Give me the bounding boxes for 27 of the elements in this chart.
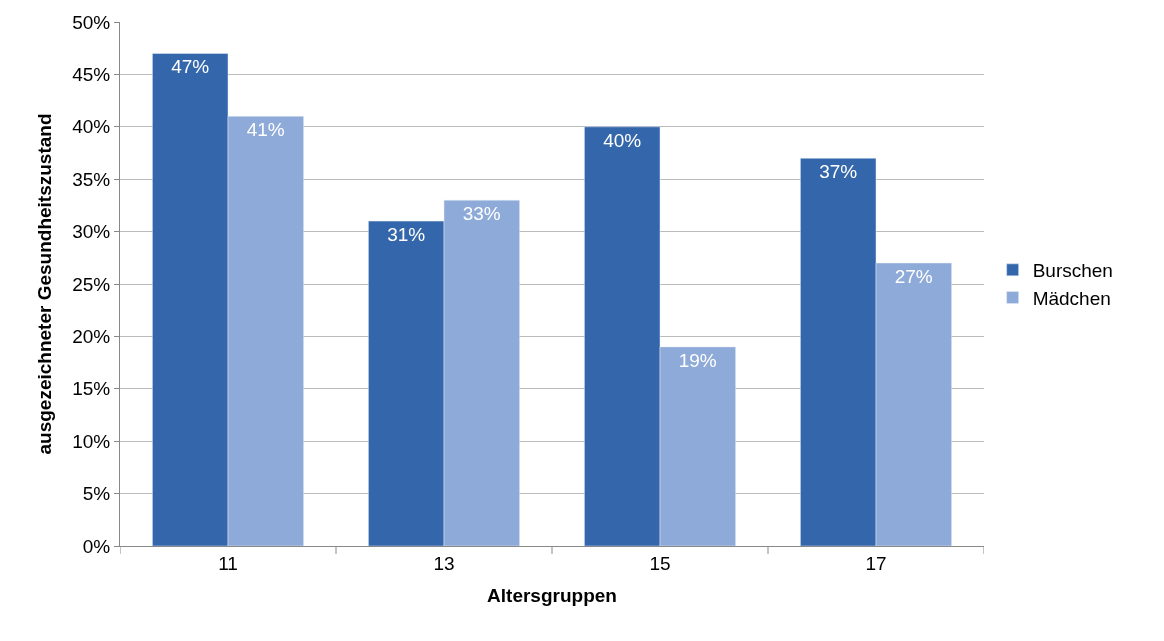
y-tick-label: 15% xyxy=(72,378,111,400)
data-label: 19% xyxy=(678,349,717,371)
data-label: 31% xyxy=(387,224,426,246)
y-tick-label: 20% xyxy=(72,326,111,348)
x-tick-label: 15 xyxy=(649,552,671,574)
y-tick-label: 45% xyxy=(72,64,111,86)
data-label: 47% xyxy=(171,56,210,78)
data-label: 37% xyxy=(819,161,858,183)
legend-label: Mädchen xyxy=(1032,287,1111,309)
legend-label: Burschen xyxy=(1032,260,1113,282)
x-axis-title: Altersgruppen xyxy=(487,584,617,606)
y-tick-label: 5% xyxy=(82,483,111,505)
y-tick-label: 50% xyxy=(72,11,111,33)
y-tick-label: 35% xyxy=(72,168,111,190)
x-tick-label: 17 xyxy=(865,552,887,574)
y-tick-label: 40% xyxy=(72,116,111,138)
data-label: 27% xyxy=(894,266,933,288)
x-tick-label: 11 xyxy=(218,552,238,574)
y-axis-title: ausgezeichneter Gesundheitszustand xyxy=(34,113,56,455)
x-tick-label: 13 xyxy=(433,552,455,574)
y-tick-label: 10% xyxy=(72,430,111,452)
y-tick-label: 0% xyxy=(82,535,111,557)
data-label: 40% xyxy=(603,129,642,151)
y-tick-label: 30% xyxy=(72,221,111,243)
y-tick-label: 25% xyxy=(72,273,111,295)
data-label: 33% xyxy=(462,203,501,225)
data-label: 41% xyxy=(246,119,285,141)
